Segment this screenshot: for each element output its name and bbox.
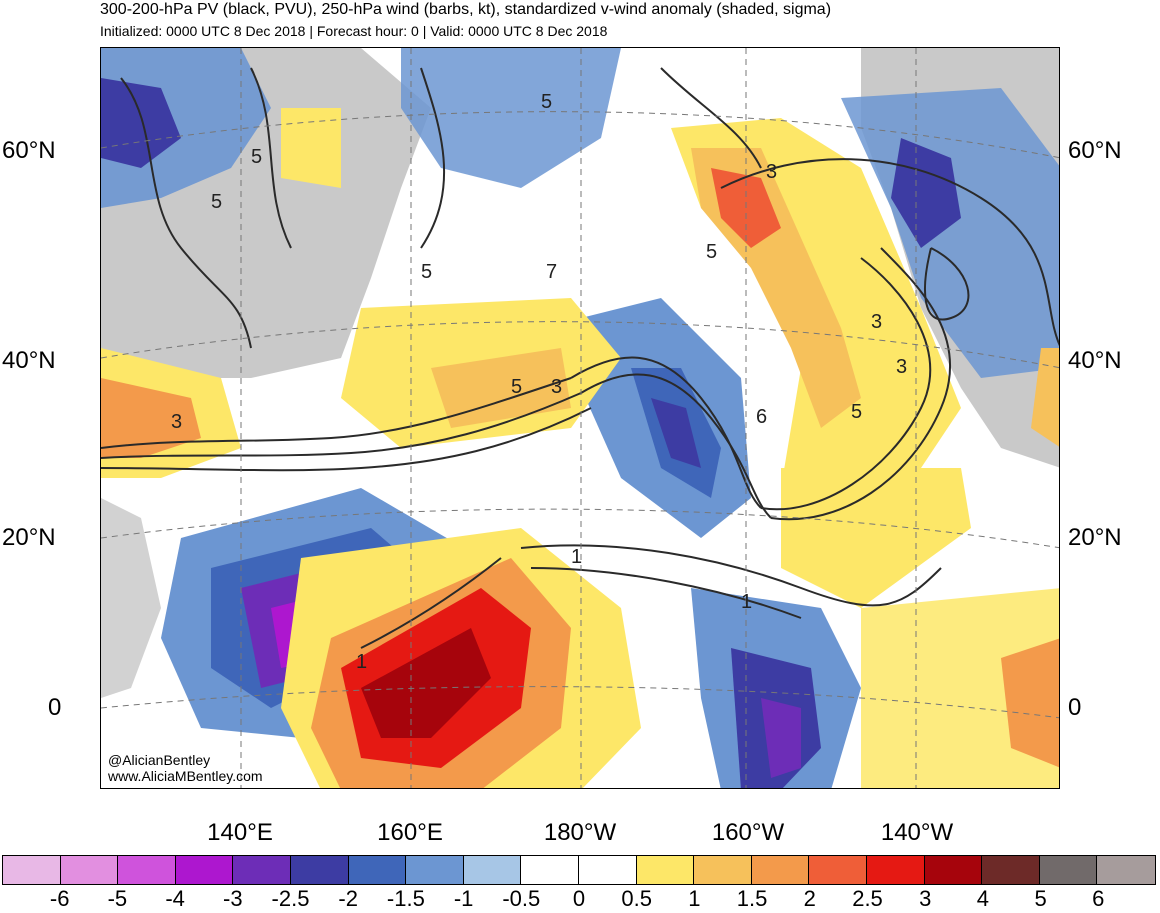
credit-site: www.AliciaMBentley.com xyxy=(108,768,263,784)
colorbar-label: 2.5 xyxy=(852,886,883,911)
purple-core-se xyxy=(761,698,801,778)
colorbar-label: -5 xyxy=(107,886,128,911)
darkred-region-equator xyxy=(361,628,491,738)
contour-label: 5 xyxy=(511,376,522,398)
contour-label: 7 xyxy=(546,261,557,283)
colorbar-swatch xyxy=(463,856,522,884)
contour-label: 1 xyxy=(356,651,367,673)
colorbar-label: -4 xyxy=(165,886,185,911)
lat-label-right: 60°N xyxy=(1068,137,1122,164)
blue-region-nw-core xyxy=(101,78,181,168)
contour-label: 3 xyxy=(896,356,907,378)
colorbar-label: 1 xyxy=(688,886,701,911)
yellow-region-se xyxy=(861,588,1059,788)
orange-region-left xyxy=(101,378,201,458)
contour-label: 3 xyxy=(871,311,882,333)
lat-label-right: 0 xyxy=(1068,694,1082,721)
colorbar-label: 0.5 xyxy=(621,886,652,911)
contour-label: 6 xyxy=(756,406,767,428)
colorbar-swatch xyxy=(751,856,810,884)
colorbar-swatch xyxy=(1097,856,1155,884)
blue-trough-inner xyxy=(651,398,701,468)
lon-label: 160°W xyxy=(711,819,785,846)
credit-handle: @AlicianBentley xyxy=(108,752,211,768)
colorbar-swatch xyxy=(348,856,407,884)
colorbar-label: -1.5 xyxy=(386,886,425,911)
colorbar-swatch xyxy=(175,856,234,884)
colorbar-swatch xyxy=(1039,856,1098,884)
orange-region-jet xyxy=(431,348,571,428)
colorbar-label: 2 xyxy=(803,886,816,911)
map-subtitle: Initialized: 0000 UTC 8 Dec 2018 | Forec… xyxy=(100,23,608,39)
contour-label: 1 xyxy=(571,546,582,568)
map-title: 300-200-hPa PV (black, PVU), 250-hPa win… xyxy=(100,1,832,18)
lat-label-left: 20°N xyxy=(2,524,56,551)
colorbar-label: -0.5 xyxy=(502,886,541,911)
land-philippines xyxy=(101,498,161,698)
colorbar-label: 5 xyxy=(1034,886,1047,911)
colorbar-label: -3 xyxy=(223,886,243,911)
colorbar-swatch xyxy=(809,856,867,884)
colorbar-swatch xyxy=(982,856,1040,884)
pv-contours xyxy=(101,67,1059,649)
lon-label: 160°E xyxy=(377,819,443,846)
lat-label-right: 20°N xyxy=(1068,524,1122,551)
blue-region-ne-core xyxy=(891,138,961,248)
lat-label-left: 40°N xyxy=(2,347,56,374)
colorbar-label: -2 xyxy=(338,886,358,911)
colorbar-swatch xyxy=(694,856,752,884)
colorbar-label: 6 xyxy=(1092,886,1105,911)
colorbar-label: 3 xyxy=(919,886,932,911)
contour-label: 5 xyxy=(706,241,717,263)
lat-label-left: 60°N xyxy=(2,137,56,164)
map-panel: 5 5 5 5 5 3 3 3 5 3 5 3 1 1 1 6 7 xyxy=(100,47,1060,789)
colorbar-swatch xyxy=(290,856,349,884)
orange-region-se xyxy=(1001,638,1059,768)
colorbar-label: -1 xyxy=(453,886,474,911)
graticule xyxy=(101,48,1059,788)
colorbar-swatch xyxy=(578,856,637,884)
colorbar-swatch xyxy=(60,856,119,884)
colorbar-swatch xyxy=(3,856,61,884)
colorbar-label: -6 xyxy=(49,886,70,911)
contour-label: 5 xyxy=(251,146,262,168)
lon-label: 140°W xyxy=(880,819,954,846)
contour-label: 5 xyxy=(211,191,222,213)
contour-label: 5 xyxy=(851,401,862,423)
contour-label: 3 xyxy=(171,411,182,433)
contour-label: 3 xyxy=(551,376,562,398)
colorbar xyxy=(2,855,1156,885)
colorbar-swatch xyxy=(118,856,176,884)
yellow-region-east xyxy=(781,468,971,608)
colorbar-swatch xyxy=(233,856,291,884)
yellow-region-right xyxy=(1031,348,1059,447)
colorbar-label: 0 xyxy=(572,886,586,911)
colorbar-swatch xyxy=(521,856,579,884)
yellow-region-north xyxy=(281,108,341,188)
contour-label: 5 xyxy=(421,261,432,283)
lat-label-right: 40°N xyxy=(1068,347,1122,374)
blue-region-north xyxy=(401,48,621,188)
blue-region-ne xyxy=(841,88,1059,378)
colorbar-swatch xyxy=(406,856,464,884)
weather-map: 5 5 5 5 5 3 3 3 5 3 5 3 1 1 1 6 7 xyxy=(101,48,1059,788)
lon-label: 180°W xyxy=(543,819,617,846)
colorbar-swatch xyxy=(636,856,695,884)
colorbar-label: 4 xyxy=(976,886,990,911)
colorbar-label: -2.5 xyxy=(271,886,310,911)
contour-label: 5 xyxy=(541,91,552,113)
colorbar-swatch xyxy=(924,856,983,884)
contour-label: 3 xyxy=(766,161,777,183)
colorbar-label: 1.5 xyxy=(736,886,768,911)
lat-label-left: 0 xyxy=(48,694,62,721)
contour-label: 1 xyxy=(741,591,752,613)
lon-label: 140°E xyxy=(207,819,273,846)
colorbar-swatch xyxy=(866,856,925,884)
